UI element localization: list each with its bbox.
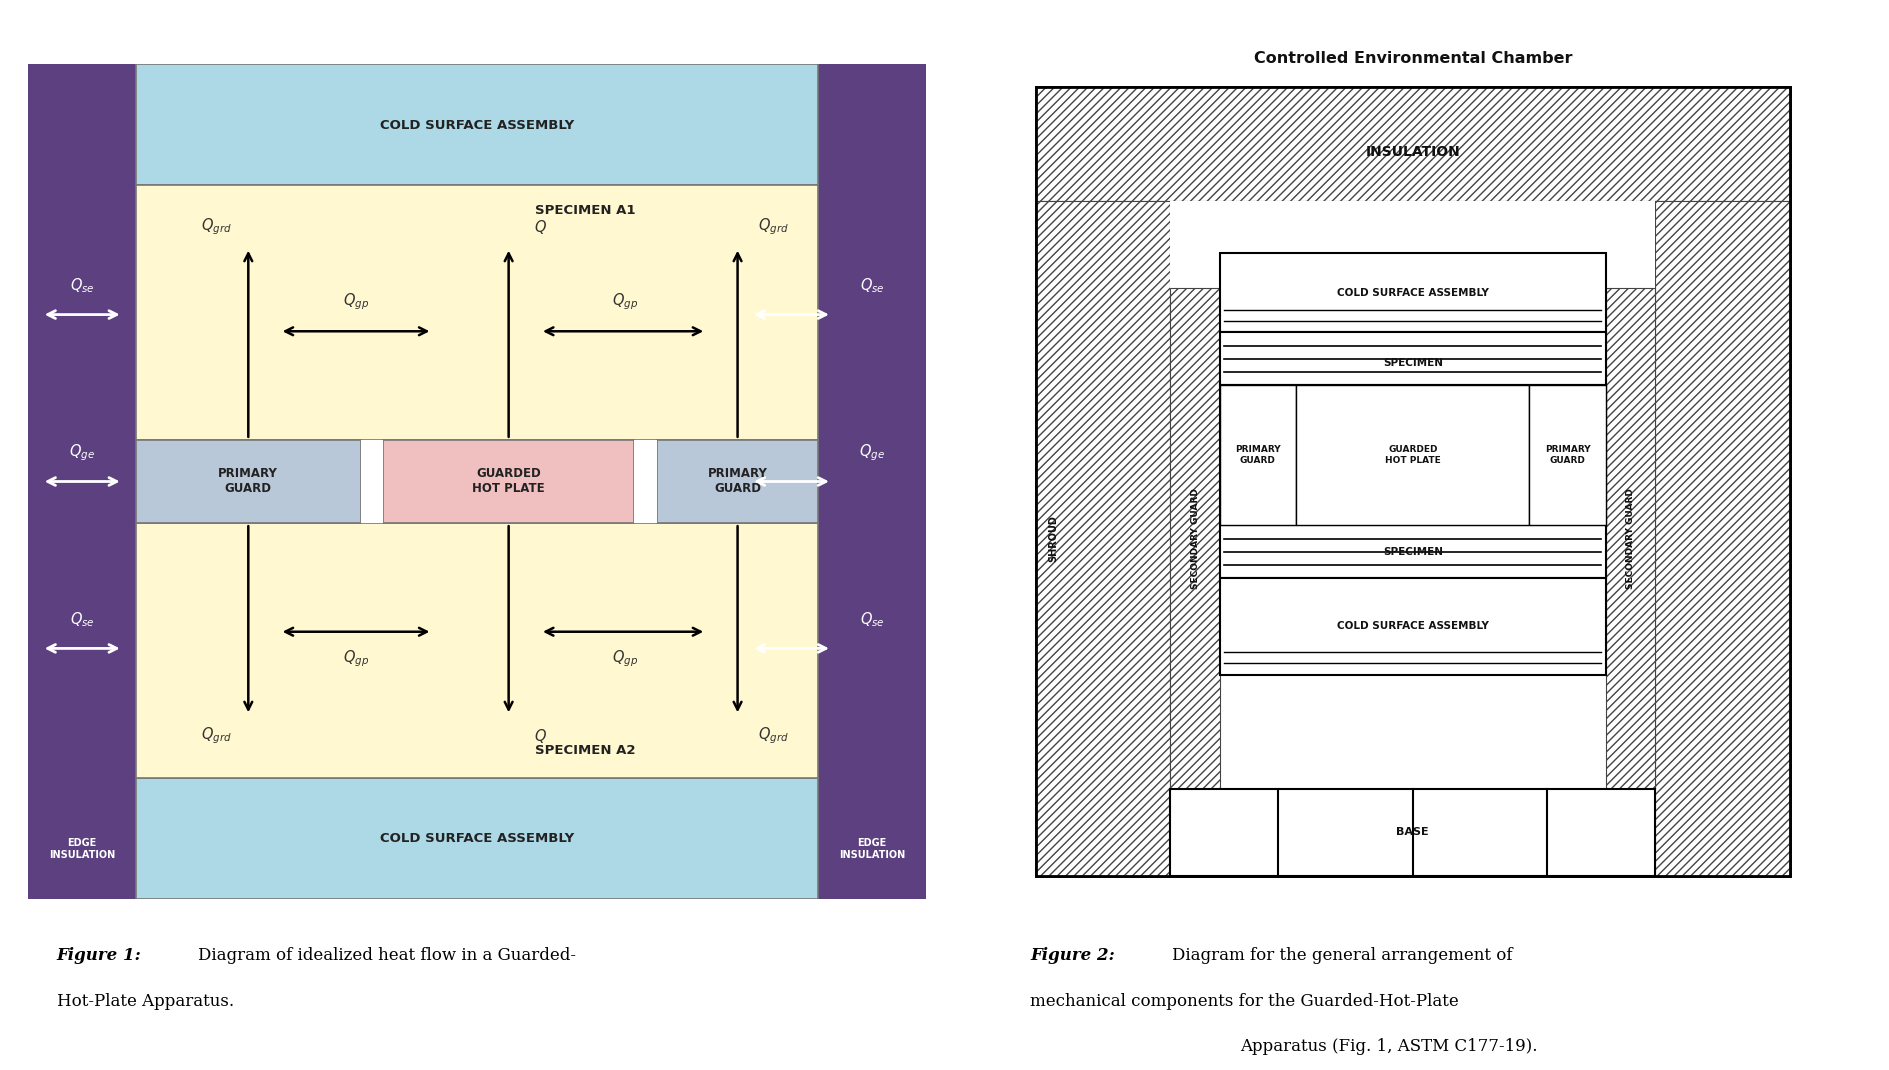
Text: GUARDED
HOT PLATE: GUARDED HOT PLATE	[1385, 445, 1439, 464]
Bar	[657, 440, 818, 523]
Text: $Q_{se}$: $Q_{se}$	[70, 610, 94, 628]
Bar	[1218, 578, 1606, 674]
Text: mechanical components for the Guarded-Hot-Plate: mechanical components for the Guarded-Ho…	[1030, 993, 1458, 1010]
Text: Hot-Plate Apparatus.: Hot-Plate Apparatus.	[57, 993, 234, 1010]
Bar	[136, 523, 818, 778]
Bar	[361, 440, 383, 523]
Bar	[1169, 789, 1655, 876]
Bar	[1169, 789, 1655, 876]
Text: $Q_{grd}$: $Q_{grd}$	[202, 216, 232, 238]
Text: $Q_{gp}$: $Q_{gp}$	[342, 292, 368, 312]
Bar	[1218, 333, 1606, 385]
Text: Figure 1:: Figure 1:	[57, 947, 142, 964]
Bar	[1035, 201, 1169, 876]
Bar	[1035, 87, 1789, 201]
Bar	[1169, 289, 1218, 789]
Text: PRIMARY
GUARD: PRIMARY GUARD	[219, 468, 278, 495]
Text: SHROUD: SHROUD	[1048, 515, 1058, 562]
Bar	[1035, 87, 1789, 876]
Text: COLD SURFACE ASSEMBLY: COLD SURFACE ASSEMBLY	[380, 119, 574, 132]
Bar	[1655, 201, 1789, 876]
Bar	[383, 440, 635, 523]
Bar	[1296, 385, 1528, 525]
Bar	[1528, 385, 1606, 525]
Text: SPECIMEN A1: SPECIMEN A1	[535, 203, 635, 217]
Text: $Q_{grd}$: $Q_{grd}$	[757, 216, 788, 238]
Text: $Q_{gp}$: $Q_{gp}$	[612, 648, 638, 669]
Text: SPECIMEN: SPECIMEN	[1383, 547, 1441, 556]
Text: $Q_{gp}$: $Q_{gp}$	[342, 648, 368, 669]
Text: Diagram of idealized heat flow in a Guarded-: Diagram of idealized heat flow in a Guar…	[198, 947, 576, 964]
Text: Controlled Environmental Chamber: Controlled Environmental Chamber	[1252, 51, 1572, 66]
Bar	[1218, 525, 1606, 578]
Text: COLD SURFACE ASSEMBLY: COLD SURFACE ASSEMBLY	[1336, 622, 1489, 631]
Text: PRIMARY
GUARD: PRIMARY GUARD	[1234, 445, 1281, 464]
Text: Figure 2:: Figure 2:	[1030, 947, 1115, 964]
Text: $Q$: $Q$	[533, 218, 546, 236]
Bar	[136, 778, 818, 899]
Bar	[1169, 201, 1655, 876]
Text: $Q_{grd}$: $Q_{grd}$	[757, 725, 788, 747]
Text: GUARDED
HOT PLATE: GUARDED HOT PLATE	[472, 468, 544, 495]
Text: $Q_{se}$: $Q_{se}$	[859, 276, 884, 294]
Text: SECONDARY GUARD: SECONDARY GUARD	[1190, 488, 1200, 588]
Bar	[635, 440, 657, 523]
Bar	[818, 64, 926, 899]
Text: PRIMARY
GUARD: PRIMARY GUARD	[706, 468, 767, 495]
Bar	[136, 440, 361, 523]
Text: $Q_{ge}$: $Q_{ge}$	[70, 442, 94, 462]
Bar	[28, 64, 136, 899]
Bar	[1218, 385, 1606, 525]
Text: SPECIMEN A2: SPECIMEN A2	[535, 744, 635, 756]
Text: $Q$: $Q$	[533, 727, 546, 745]
Text: INSULATION: INSULATION	[1364, 146, 1460, 159]
Text: EDGE
INSULATION: EDGE INSULATION	[49, 838, 115, 859]
Text: COLD SURFACE ASSEMBLY: COLD SURFACE ASSEMBLY	[1336, 288, 1489, 297]
Bar	[136, 185, 818, 440]
Bar	[1218, 254, 1606, 333]
Text: $Q_{ge}$: $Q_{ge}$	[859, 442, 884, 462]
Text: $Q_{gp}$: $Q_{gp}$	[612, 292, 638, 312]
Bar	[1035, 87, 1789, 876]
Text: PRIMARY
GUARD: PRIMARY GUARD	[1543, 445, 1591, 464]
Bar	[1606, 289, 1655, 789]
Text: Apparatus (Fig. 1, ASTM C177-19).: Apparatus (Fig. 1, ASTM C177-19).	[1239, 1038, 1538, 1055]
Text: SECONDARY GUARD: SECONDARY GUARD	[1625, 488, 1634, 588]
Text: $Q_{grd}$: $Q_{grd}$	[202, 725, 232, 747]
Text: SPECIMEN: SPECIMEN	[1383, 358, 1441, 368]
Text: $Q_{se}$: $Q_{se}$	[859, 610, 884, 628]
Text: BASE: BASE	[1396, 827, 1428, 838]
Text: $Q_{se}$: $Q_{se}$	[70, 276, 94, 294]
Text: COLD SURFACE ASSEMBLY: COLD SURFACE ASSEMBLY	[380, 832, 574, 845]
Bar	[1218, 385, 1296, 525]
Text: EDGE
INSULATION: EDGE INSULATION	[839, 838, 905, 859]
Text: Diagram for the general arrangement of: Diagram for the general arrangement of	[1171, 947, 1511, 964]
Bar	[136, 64, 818, 185]
